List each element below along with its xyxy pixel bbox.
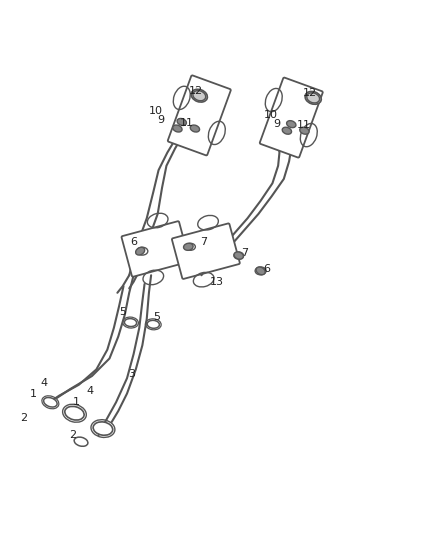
Ellipse shape: [300, 127, 309, 134]
Ellipse shape: [65, 406, 84, 420]
Text: 3: 3: [128, 369, 135, 379]
FancyBboxPatch shape: [168, 75, 231, 156]
Text: 5: 5: [119, 308, 126, 318]
Text: 7: 7: [200, 237, 207, 247]
Ellipse shape: [286, 120, 296, 127]
Text: 4: 4: [40, 377, 47, 387]
Text: 13: 13: [210, 277, 224, 287]
FancyBboxPatch shape: [260, 78, 323, 158]
Text: 6: 6: [130, 237, 137, 247]
Ellipse shape: [74, 437, 88, 446]
Text: 1: 1: [29, 389, 36, 399]
Text: 1: 1: [73, 397, 80, 407]
Ellipse shape: [256, 267, 265, 274]
Ellipse shape: [147, 320, 159, 328]
Ellipse shape: [305, 92, 321, 104]
FancyBboxPatch shape: [172, 223, 240, 279]
Ellipse shape: [173, 125, 182, 132]
Ellipse shape: [184, 243, 193, 251]
Text: 6: 6: [264, 264, 271, 273]
Ellipse shape: [177, 118, 187, 125]
Text: 10: 10: [264, 110, 278, 120]
Text: 11: 11: [180, 118, 194, 128]
Text: 7: 7: [241, 248, 248, 259]
Ellipse shape: [93, 422, 113, 435]
Ellipse shape: [282, 127, 292, 134]
Ellipse shape: [191, 89, 207, 102]
Text: 9: 9: [158, 115, 165, 125]
Text: 4: 4: [86, 386, 93, 397]
Ellipse shape: [124, 319, 137, 327]
Ellipse shape: [234, 252, 244, 259]
Text: 11: 11: [297, 120, 311, 131]
Ellipse shape: [190, 125, 200, 132]
FancyBboxPatch shape: [122, 221, 189, 277]
Text: 12: 12: [189, 86, 203, 96]
Text: 2: 2: [69, 430, 76, 440]
Ellipse shape: [44, 398, 57, 407]
Text: 10: 10: [148, 106, 162, 116]
Text: 5: 5: [153, 312, 160, 322]
Ellipse shape: [136, 247, 145, 255]
Text: 2: 2: [21, 413, 28, 423]
Text: 9: 9: [273, 119, 280, 129]
Text: 12: 12: [303, 88, 317, 99]
